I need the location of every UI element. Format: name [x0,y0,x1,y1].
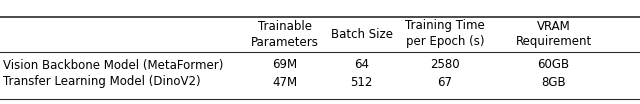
Text: Batch Size: Batch Size [331,27,392,40]
Text: 2580: 2580 [430,58,460,72]
Text: 67: 67 [437,76,452,89]
Text: 60GB: 60GB [538,58,570,72]
Text: Vision Backbone Model (MetaFormer): Vision Backbone Model (MetaFormer) [3,58,223,72]
Text: 8GB: 8GB [541,76,566,89]
Text: Transfer Learning Model (DinoV2): Transfer Learning Model (DinoV2) [3,76,201,89]
Text: 512: 512 [351,76,372,89]
Text: 69M: 69M [272,58,298,72]
Text: 47M: 47M [272,76,298,89]
Text: VRAM
Requirement: VRAM Requirement [515,20,592,48]
Text: Trainable
Parameters: Trainable Parameters [251,20,319,48]
Text: 64: 64 [354,58,369,72]
Text: Training Time
per Epoch (s): Training Time per Epoch (s) [405,20,484,48]
